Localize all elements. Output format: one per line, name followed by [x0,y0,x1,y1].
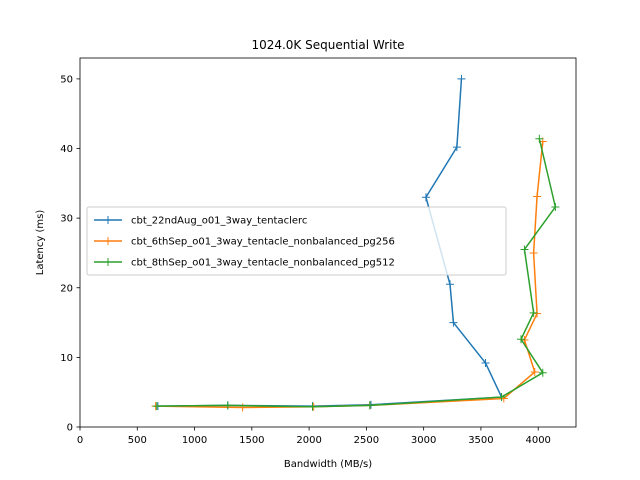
data-point [529,248,538,257]
legend-marker [104,216,112,224]
data-point [223,401,232,410]
legend-item-2: cbt_6thSep_o01_3way_tentacle_nonbalanced… [94,237,395,248]
legend-marker [104,258,112,266]
x-tick-label: 3500 [468,435,493,446]
data-point [517,335,526,344]
series-3 [152,134,560,411]
data-point [497,393,506,402]
y-axis-label: Latency (ms) [35,210,46,276]
plot-area: 0 500 1000 1500 2000 2500 3000 3500 4000 0 10 20 30 4… [60,57,577,446]
chart-title: 1024.0K Sequential Write [251,38,404,52]
x-tick-label: 1000 [182,435,207,446]
data-point [365,401,374,410]
x-tick-label: 4000 [525,435,550,446]
data-point [529,308,538,317]
data-point [445,280,454,289]
x-tick-label: 2500 [354,435,379,446]
data-point [152,402,161,411]
legend-item-1: cbt_22ndAug_o01_3way_tentaclerc [94,216,307,227]
legend-label: cbt_6thSep_o01_3way_tentacle_nonbalanced… [131,237,395,248]
x-tick-label: 1500 [239,435,264,446]
y-tick-label: 10 [60,353,73,364]
legend-box [86,206,507,276]
data-point [538,368,547,377]
x-tick-label: 3000 [411,435,436,446]
data-point [481,358,490,367]
x-tick-label: 0 [77,435,83,446]
data-point [452,143,461,152]
data-point [533,192,542,201]
x-axis-label: Bandwidth (MB/s) [284,459,372,470]
legend-marker [104,237,112,245]
data-point [533,309,542,318]
data-point [421,193,430,202]
legend-label: cbt_22ndAug_o01_3way_tentaclerc [131,216,307,227]
y-tick-label: 40 [60,144,73,155]
legend-item-3: cbt_8thSep_o01_3way_tentacle_nonbalanced… [94,258,395,269]
data-point [530,367,539,376]
x-tick-label: 500 [128,435,147,446]
y-tick-label: 50 [60,74,73,85]
y-tick-label: 30 [60,214,73,225]
y-tick-label: 0 [67,423,73,434]
y-tick-label: 20 [60,283,73,294]
data-point [520,245,529,254]
data-point [457,74,466,83]
data-point [308,402,317,411]
data-point [535,134,544,143]
plot-frame [79,57,577,428]
data-point [238,403,247,412]
data-point [551,202,560,211]
legend-label: cbt_8thSep_o01_3way_tentacle_nonbalanced… [131,258,395,269]
data-point [449,318,458,327]
x-tick-label: 2000 [296,435,321,446]
legend: cbt_22ndAug_o01_3way_tentaclerc cbt_6thSe… [86,206,507,276]
